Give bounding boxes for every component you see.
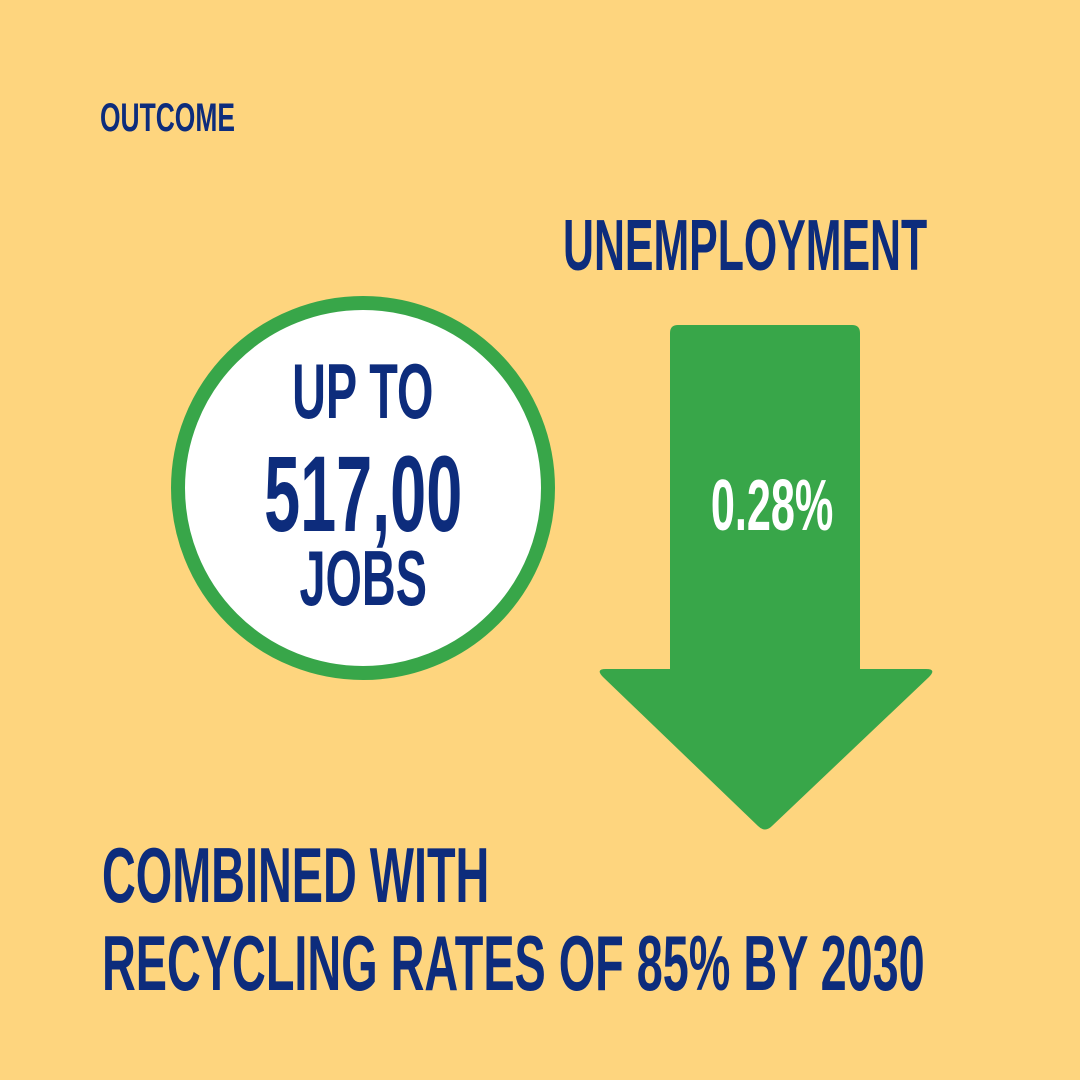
jobs-badge-line-1: UP TO (185, 352, 541, 430)
caption-line-1: COMBINED WITH (102, 831, 490, 919)
unemployment-heading: UNEMPLOYMENT (563, 206, 928, 286)
jobs-count: 517,00 (263, 433, 463, 554)
jobs-badge-suffix: JOBS (299, 534, 427, 622)
jobs-badge-number-line: 517,00 (185, 440, 541, 548)
unemployment-change-container: 0.28% (670, 470, 860, 542)
jobs-badge-line-3: JOBS (185, 539, 541, 617)
down-arrow-shape (599, 325, 933, 830)
unemployment-change-value: 0.28% (710, 466, 834, 546)
section-label: OUTCOME (100, 96, 235, 140)
caption-line-2: RECYCLING RATES OF 85% BY 2030 (102, 919, 925, 1007)
jobs-badge-prefix: UP TO (292, 347, 434, 435)
